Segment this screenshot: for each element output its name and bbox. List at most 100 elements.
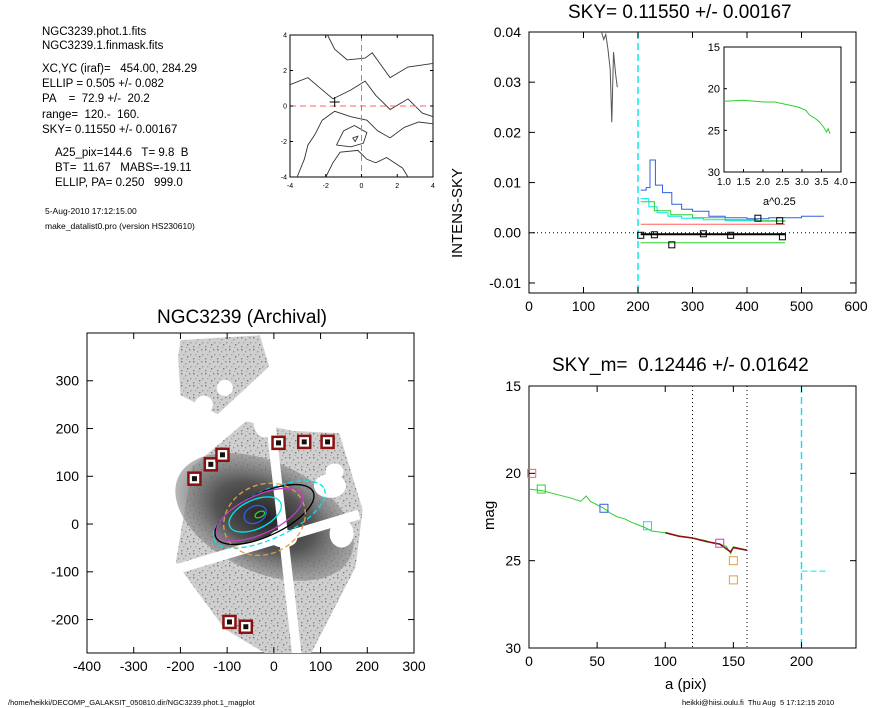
masked-object-core <box>276 440 282 446</box>
mag-square-marker <box>527 468 537 478</box>
x-tick-label: 50 <box>589 653 605 669</box>
x-tick-label: -300 <box>120 658 148 674</box>
data-square-marker <box>699 230 707 238</box>
isophote-ellipse <box>228 496 282 533</box>
x-tick-label: -400 <box>73 658 101 674</box>
inset-y-tick-label: 20 <box>708 84 720 96</box>
image-content <box>166 335 363 653</box>
x-tick-label: 100 <box>309 658 333 674</box>
position-angle: PA = 72.9 +/- 20.2 <box>42 93 150 105</box>
isophote-ellipse <box>243 504 267 525</box>
data-square-marker <box>727 231 735 239</box>
mag-square-marker <box>728 575 738 585</box>
y-tick-label: 30 <box>505 640 521 656</box>
x-tick-label: 100 <box>654 653 678 669</box>
isophote-ellipse <box>216 487 304 542</box>
profile-series-line <box>640 201 786 222</box>
inset-x-tick-label: 2.5 <box>776 177 790 188</box>
x-tick-label: 100 <box>572 298 596 314</box>
y-tick-label: -100 <box>51 564 79 580</box>
program-version: make_datalist0.pro (version HS230610) <box>45 221 195 231</box>
masked-object-core <box>325 439 331 445</box>
y-tick-label: 0.01 <box>494 174 521 190</box>
mask-file-name: NGC3239.1.finmask.fits <box>42 40 164 52</box>
x-tick-label: 4 <box>431 183 435 190</box>
mag-square-marker <box>728 556 738 566</box>
y-tick-label: 15 <box>505 378 521 394</box>
data-square-marker <box>668 241 676 249</box>
masked-star <box>194 395 213 414</box>
x-tick-label: 0 <box>525 653 533 669</box>
inset-x-tick-label: 2.0 <box>756 177 770 188</box>
y-tick-label: 2 <box>283 68 287 75</box>
file-name: NGC3239.phot.1.fits <box>42 26 147 38</box>
y-tick-label: -200 <box>51 611 79 627</box>
x-tick-label: 0 <box>360 183 364 190</box>
masked-star <box>253 405 276 438</box>
x-tick-label: 400 <box>735 298 759 314</box>
masked-object-core <box>219 452 225 458</box>
image-chip-upper <box>178 335 270 415</box>
masked-star <box>269 529 298 548</box>
data-square-marker <box>776 217 784 225</box>
data-square-marker <box>778 233 786 241</box>
masked-object-core <box>301 439 307 445</box>
inset-x-tick-label: 3.0 <box>795 177 809 188</box>
mag-profile-line <box>528 488 748 555</box>
x-tick-label: -4 <box>287 183 293 190</box>
image-plot-title: NGC3239 (Archival) <box>157 307 327 328</box>
mag-plot-xlabel: a (pix) <box>665 676 707 693</box>
x-tick-label: 0 <box>525 298 533 314</box>
x-tick-label: 200 <box>626 298 650 314</box>
x-tick-label: 600 <box>844 298 868 314</box>
inset-xlabel: a^0.25 <box>763 196 796 208</box>
x-tick-label: 300 <box>402 658 426 674</box>
x-tick-label: -200 <box>166 658 194 674</box>
masked-object-core <box>191 476 197 482</box>
y-tick-label: -4 <box>281 174 287 181</box>
masked-star <box>313 473 346 498</box>
y-tick-label: 300 <box>56 373 80 389</box>
inset-y-tick-label: 15 <box>708 42 720 54</box>
mag-axes <box>528 385 857 649</box>
x-tick-label: 0 <box>270 658 278 674</box>
y-tick-label: 4 <box>283 32 287 39</box>
y-tick-label: -2 <box>281 139 287 146</box>
mag-square-marker <box>643 521 653 531</box>
isophote-ellipse <box>254 510 266 519</box>
inset-profile-line <box>723 99 831 134</box>
inset-axes <box>723 46 842 173</box>
mag-square-marker <box>536 484 546 494</box>
timestamp: 5-Aug-2010 17:12:15.00 <box>45 206 137 216</box>
footer-path: /home/heikki/DECOMP_GALAKSIT_050810.dir/… <box>8 698 255 707</box>
bt-mabs-info: BT= 11.67 MABS=-19.11 <box>55 162 192 174</box>
masked-star <box>329 519 354 548</box>
y-tick-label: 0.04 <box>494 24 521 40</box>
ellip-pa-info: ELLIP, PA= 0.250 999.0 <box>55 177 183 189</box>
intens-plot-title: SKY= 0.11550 +/- 0.00167 <box>568 2 792 23</box>
data-square-marker <box>754 214 762 222</box>
data-square-marker <box>650 231 658 239</box>
contour-line <box>352 135 359 143</box>
x-tick-label: 2 <box>395 183 399 190</box>
ellipticity: ELLIP = 0.505 +/- 0.082 <box>42 78 164 90</box>
y-tick-label: 0 <box>283 103 287 110</box>
mag-plot-title: SKY_m= 0.12446 +/- 0.01642 <box>552 355 809 376</box>
contour-line <box>336 124 368 148</box>
x-tick-label: 200 <box>790 653 814 669</box>
profile-series-line <box>601 32 618 123</box>
y-tick-label: -0.01 <box>489 275 521 291</box>
y-tick-label: 0.02 <box>494 124 521 140</box>
x-tick-label: 150 <box>722 653 746 669</box>
masked-star <box>216 379 233 396</box>
sky-value: SKY= 0.11550 +/- 0.00167 <box>42 124 178 136</box>
contour-line <box>296 110 434 178</box>
masked-object-core <box>243 624 249 630</box>
y-tick-label: 25 <box>505 553 521 569</box>
inset-x-tick-label: 1.0 <box>717 177 731 188</box>
mag-profile-line <box>665 531 748 554</box>
